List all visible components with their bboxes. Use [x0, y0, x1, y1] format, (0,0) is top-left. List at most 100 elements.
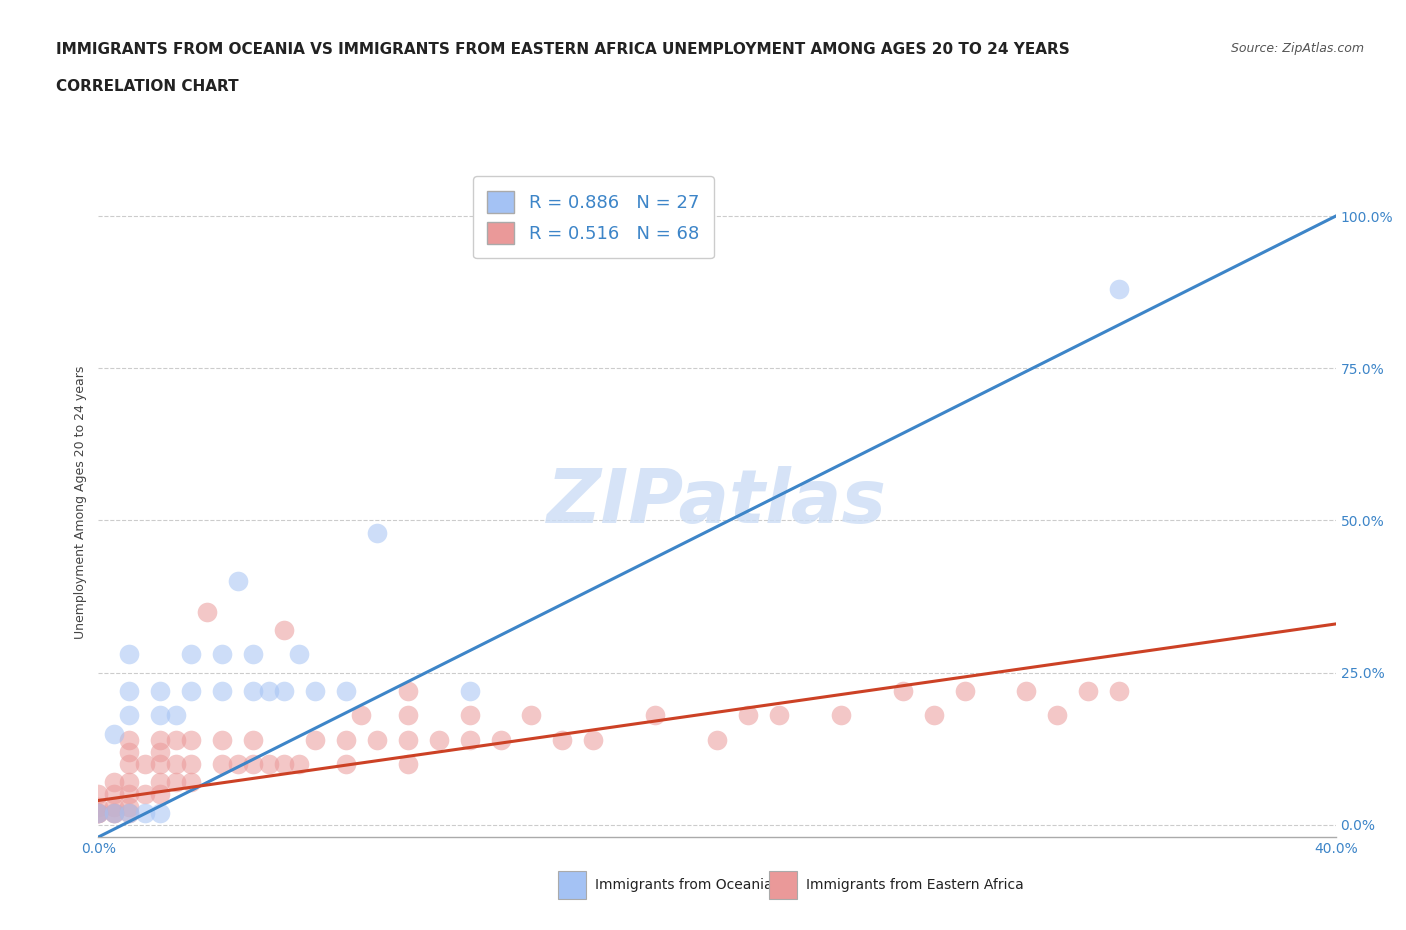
Point [118, 787, 141, 802]
Point [396, 708, 419, 723]
Text: ZIPatlas: ZIPatlas [547, 466, 887, 538]
Point [335, 756, 357, 771]
Point [149, 756, 172, 771]
Point [211, 732, 233, 747]
Point [165, 756, 187, 771]
Text: Source: ZipAtlas.com: Source: ZipAtlas.com [1230, 42, 1364, 55]
Point [165, 775, 187, 790]
Point [118, 805, 141, 820]
Point [149, 708, 172, 723]
Point [118, 756, 141, 771]
Point [87, 805, 110, 820]
Point [1108, 684, 1130, 698]
Point [87, 805, 110, 820]
Text: CORRELATION CHART: CORRELATION CHART [56, 79, 239, 94]
Point [211, 647, 233, 662]
Point [396, 732, 419, 747]
Point [118, 647, 141, 662]
Point [891, 684, 914, 698]
Point [87, 805, 110, 820]
Point [922, 708, 945, 723]
Point [768, 708, 790, 723]
Point [103, 805, 125, 820]
Point [644, 708, 666, 723]
Point [118, 775, 141, 790]
Point [180, 732, 202, 747]
Point [195, 604, 218, 619]
Point [1108, 282, 1130, 297]
Point [118, 732, 141, 747]
Point [149, 787, 172, 802]
Point [458, 708, 481, 723]
Point [1077, 684, 1099, 698]
Text: Immigrants from Eastern Africa: Immigrants from Eastern Africa [806, 878, 1024, 893]
Point [953, 684, 976, 698]
Point [118, 684, 141, 698]
Point [520, 708, 543, 723]
Point [149, 684, 172, 698]
Point [458, 684, 481, 698]
Point [87, 799, 110, 814]
Point [103, 799, 125, 814]
Point [335, 732, 357, 747]
Point [180, 775, 202, 790]
Point [458, 732, 481, 747]
Point [134, 756, 156, 771]
Point [1046, 708, 1069, 723]
Point [288, 647, 311, 662]
Point [134, 805, 156, 820]
Point [103, 726, 125, 741]
Point [149, 775, 172, 790]
Point [211, 684, 233, 698]
Point [335, 684, 357, 698]
Point [87, 787, 110, 802]
Legend: R = 0.886   N = 27, R = 0.516   N = 68: R = 0.886 N = 27, R = 0.516 N = 68 [472, 177, 714, 259]
Point [288, 756, 311, 771]
Point [242, 732, 264, 747]
Point [149, 805, 172, 820]
Point [304, 732, 326, 747]
Point [350, 708, 373, 723]
Point [180, 756, 202, 771]
Point [226, 756, 249, 771]
Point [830, 708, 852, 723]
Point [149, 732, 172, 747]
Point [366, 732, 388, 747]
Point [582, 732, 605, 747]
Point [103, 805, 125, 820]
Point [103, 805, 125, 820]
Point [211, 756, 233, 771]
Point [304, 684, 326, 698]
Point [226, 574, 249, 589]
Point [366, 525, 388, 540]
Point [134, 787, 156, 802]
Point [242, 756, 264, 771]
Point [706, 732, 728, 747]
Y-axis label: Unemployment Among Ages 20 to 24 years: Unemployment Among Ages 20 to 24 years [75, 365, 87, 639]
Point [273, 622, 295, 637]
Point [118, 805, 141, 820]
Point [396, 756, 419, 771]
Point [149, 744, 172, 759]
Point [165, 732, 187, 747]
Point [180, 647, 202, 662]
Point [118, 708, 141, 723]
Point [180, 684, 202, 698]
Point [396, 684, 419, 698]
Point [242, 647, 264, 662]
Point [118, 799, 141, 814]
Point [87, 805, 110, 820]
Text: Immigrants from Oceania: Immigrants from Oceania [595, 878, 772, 893]
Point [103, 775, 125, 790]
Point [273, 756, 295, 771]
Point [273, 684, 295, 698]
Point [737, 708, 759, 723]
Point [257, 684, 280, 698]
Text: IMMIGRANTS FROM OCEANIA VS IMMIGRANTS FROM EASTERN AFRICA UNEMPLOYMENT AMONG AGE: IMMIGRANTS FROM OCEANIA VS IMMIGRANTS FR… [56, 42, 1070, 57]
Point [103, 787, 125, 802]
Point [242, 684, 264, 698]
Point [257, 756, 280, 771]
Point [489, 732, 512, 747]
Point [427, 732, 450, 747]
Point [551, 732, 574, 747]
